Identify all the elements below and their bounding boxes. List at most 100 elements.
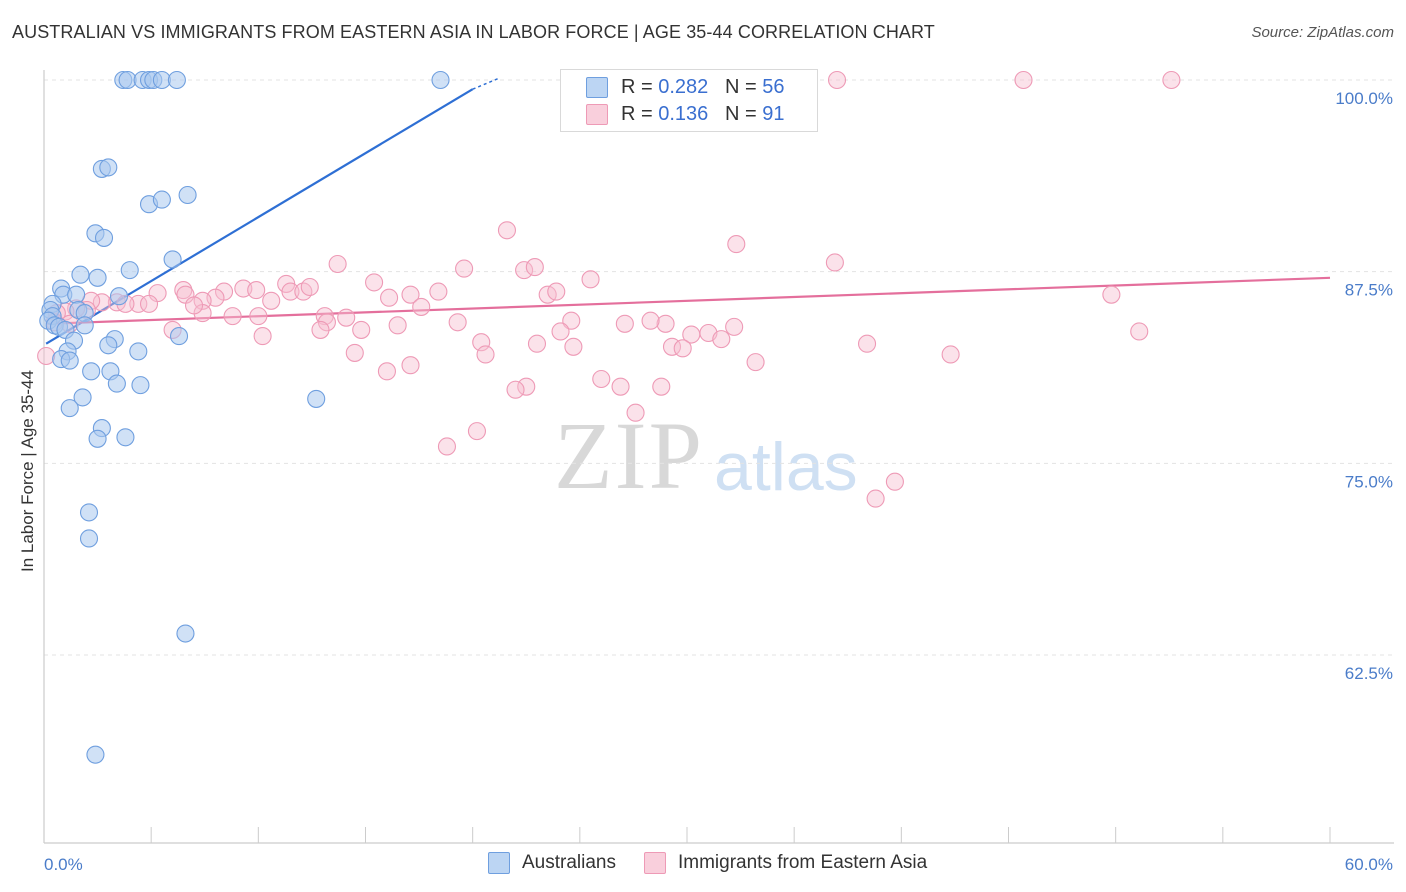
legend-stats: R = 0.282 N = 56 R = 0.136 N = 91 xyxy=(560,69,818,132)
data-point-australians xyxy=(94,228,114,247)
legend-row-text: R = 0.136 N = 91 xyxy=(621,103,784,126)
data-point-australians xyxy=(107,374,126,393)
data-point-australians xyxy=(79,503,99,522)
data-point-immigrants xyxy=(311,320,330,339)
data-point-immigrants xyxy=(129,294,148,313)
legend-swatch-blue xyxy=(586,76,608,98)
data-point-immigrants xyxy=(615,314,634,333)
data-point-australians xyxy=(67,285,86,304)
data-point-immigrants xyxy=(725,317,744,336)
data-point-immigrants xyxy=(380,288,399,307)
data-point-australians xyxy=(73,388,92,407)
data-point-immigrants xyxy=(249,307,268,326)
points-australians xyxy=(39,70,450,764)
data-point-australians xyxy=(120,261,139,280)
data-point-immigrants xyxy=(437,437,456,456)
watermark-atlas: atlas xyxy=(714,429,858,505)
grid-lines xyxy=(44,79,1394,656)
chart-title: AUSTRALIAN VS IMMIGRANTS FROM EASTERN AS… xyxy=(12,22,935,42)
data-point-australians xyxy=(167,70,186,90)
data-point-immigrants xyxy=(467,422,487,441)
legend-n-value: 56 xyxy=(762,75,785,98)
data-point-australians xyxy=(71,265,90,284)
legend-swatch-pink xyxy=(644,852,666,874)
data-point-immigrants xyxy=(592,369,611,389)
data-point-immigrants xyxy=(223,307,242,326)
data-point-australians xyxy=(163,250,182,269)
data-point-australians xyxy=(152,190,171,209)
legend-swatch-pink xyxy=(586,103,608,125)
data-point-australians xyxy=(86,745,105,764)
data-point-australians xyxy=(169,327,189,346)
data-point-immigrants xyxy=(611,377,630,396)
tick-labels: 62.5% 75.0% 87.5% 100.0% 0.0% 60.0% xyxy=(44,89,1393,874)
data-point-immigrants xyxy=(365,273,384,292)
data-point-australians xyxy=(60,351,79,370)
legend-r-value: 0.282 xyxy=(658,75,709,98)
legend-row-text: R = 0.282 N = 56 xyxy=(621,76,784,99)
data-point-immigrants xyxy=(941,345,960,364)
data-point-immigrants xyxy=(401,285,420,304)
legend-item-immigrants[interactable]: Immigrants from Eastern Asia xyxy=(644,852,927,874)
y-tick-label: 62.5% xyxy=(1345,664,1393,683)
y-axis-title: In Labor Force | Age 35-44 xyxy=(18,370,37,572)
data-point-australians xyxy=(307,389,326,408)
legend-n-label: N = xyxy=(724,102,763,125)
data-point-australians xyxy=(88,429,107,448)
data-point-australians xyxy=(79,529,99,548)
data-point-immigrants xyxy=(712,330,731,349)
x-tick-label: 60.0% xyxy=(1345,855,1393,874)
data-point-australians xyxy=(116,428,135,447)
data-point-immigrants xyxy=(673,339,692,358)
legend-item-australians[interactable]: Australians xyxy=(488,852,616,874)
legend-r-value: 0.136 xyxy=(658,102,709,125)
data-point-immigrants xyxy=(727,235,746,254)
data-point-immigrants xyxy=(641,311,660,330)
x-tick-label: 0.0% xyxy=(44,855,83,874)
data-point-immigrants xyxy=(564,337,583,356)
data-point-immigrants xyxy=(37,346,56,366)
data-point-australians xyxy=(109,287,129,306)
data-point-immigrants xyxy=(581,270,600,289)
watermark-zip: ZIP xyxy=(554,402,704,509)
data-point-immigrants xyxy=(1102,285,1121,304)
data-point-immigrants xyxy=(328,254,347,274)
data-point-immigrants xyxy=(547,282,566,301)
y-tick-label: 87.5% xyxy=(1345,281,1393,300)
data-point-australians xyxy=(176,624,195,643)
data-point-immigrants xyxy=(345,343,364,362)
data-point-australians xyxy=(99,336,118,355)
legend-r-label: R = xyxy=(621,102,659,125)
data-point-immigrants xyxy=(1162,70,1181,90)
data-point-immigrants xyxy=(515,261,534,280)
source-label: Source: ZipAtlas.com xyxy=(1251,24,1394,41)
data-point-immigrants xyxy=(551,322,570,341)
data-point-australians xyxy=(131,376,150,395)
data-point-immigrants xyxy=(866,489,885,508)
data-point-immigrants xyxy=(352,320,371,339)
data-point-immigrants xyxy=(253,327,272,346)
data-point-immigrants xyxy=(1014,70,1033,90)
data-point-immigrants xyxy=(262,291,281,310)
data-point-immigrants xyxy=(497,221,517,240)
data-point-immigrants xyxy=(448,313,467,332)
data-point-immigrants xyxy=(857,334,877,353)
data-point-australians xyxy=(75,316,94,335)
data-point-immigrants xyxy=(317,313,336,332)
trend-line-immigrants xyxy=(46,276,1331,325)
y-tick-label: 75.0% xyxy=(1345,472,1393,491)
data-point-immigrants xyxy=(281,282,300,301)
data-point-immigrants xyxy=(656,314,675,333)
data-point-immigrants xyxy=(517,377,536,396)
legend-label-australians: Australians xyxy=(522,852,616,873)
data-point-immigrants xyxy=(652,377,671,396)
data-point-immigrants xyxy=(401,356,420,375)
data-point-immigrants xyxy=(527,334,547,353)
data-point-immigrants xyxy=(412,297,431,316)
data-point-immigrants xyxy=(184,296,204,315)
data-point-immigrants xyxy=(139,294,159,313)
data-point-immigrants xyxy=(294,282,313,301)
data-point-immigrants xyxy=(825,253,844,272)
data-point-australians xyxy=(88,268,107,287)
data-point-immigrants xyxy=(174,281,193,300)
